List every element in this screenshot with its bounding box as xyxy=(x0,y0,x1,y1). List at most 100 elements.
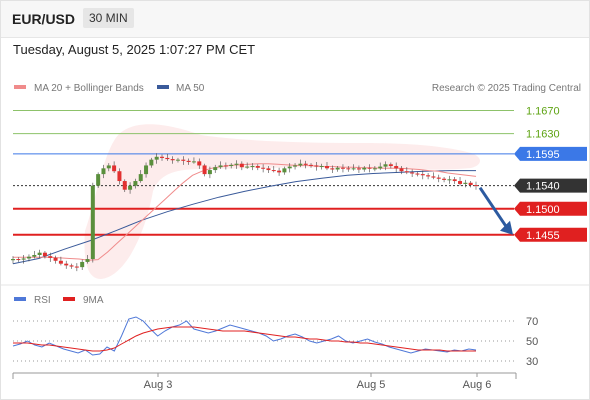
timeframe-badge[interactable]: 30 MIN xyxy=(83,8,134,28)
candle-body xyxy=(117,171,122,182)
candle-body xyxy=(410,172,415,174)
candle-body xyxy=(420,174,425,176)
candle-body xyxy=(138,174,143,182)
candle-body xyxy=(11,259,15,261)
candle-body xyxy=(399,168,404,172)
candle-body xyxy=(415,173,420,175)
candle-body xyxy=(32,255,37,257)
symbol-label: EUR/USD xyxy=(12,11,76,27)
candle-body xyxy=(426,175,431,177)
bollinger-band xyxy=(84,124,481,280)
candle-body xyxy=(149,159,154,166)
candle-body xyxy=(64,263,69,266)
candle-body xyxy=(261,167,266,169)
rsi-panel: 70 50 30 xyxy=(12,316,538,368)
ma50-line xyxy=(12,170,476,265)
candle-body xyxy=(229,164,234,167)
candle-body xyxy=(165,157,170,160)
time-tick-label: Aug 5 xyxy=(357,379,386,391)
candle-body xyxy=(53,257,58,261)
candle-body xyxy=(80,261,85,268)
candle-body xyxy=(367,167,372,169)
price-panel: 1.1670 1.1630 1.1595 1.1540 1.1500 1.1455 xyxy=(11,106,587,280)
candle-body xyxy=(250,166,255,168)
level-tag-1.1540 xyxy=(514,178,587,193)
candle-body xyxy=(202,165,207,175)
candle-body xyxy=(351,168,356,170)
projection-arrow-head xyxy=(500,220,513,235)
candle-body xyxy=(26,256,31,259)
rsi-tick-50: 50 xyxy=(526,336,538,348)
candle-body xyxy=(197,161,202,166)
candle-body xyxy=(85,259,90,262)
rsi-series-RSI xyxy=(12,316,477,356)
candle-body xyxy=(69,265,74,267)
candle-body xyxy=(133,181,138,186)
time-tick-label: Aug 6 xyxy=(463,379,492,391)
candle-body xyxy=(463,182,468,184)
candle-body xyxy=(356,168,361,170)
candle-body xyxy=(144,165,149,175)
research-credit: Research © 2025 Trading Central xyxy=(432,83,581,94)
candle-body xyxy=(58,260,63,264)
level-tag-1.1595 xyxy=(514,146,587,161)
rsi-legend-swatch xyxy=(14,297,26,301)
candle-body xyxy=(181,159,186,161)
candle-body xyxy=(245,166,250,168)
candle-body xyxy=(207,170,212,175)
candle-body xyxy=(468,182,473,186)
candle-body xyxy=(319,166,324,168)
candle-body xyxy=(298,163,303,166)
candle-body xyxy=(431,176,436,178)
candle-body xyxy=(191,161,196,163)
candle-body xyxy=(223,165,228,167)
candle-body xyxy=(324,166,329,169)
rsi-ma-legend-swatch xyxy=(63,297,75,301)
rsi-legend-label: RSI xyxy=(34,295,51,306)
candle-body xyxy=(96,174,101,186)
ma50-legend-label: MA 50 xyxy=(176,83,205,94)
ma50-legend-swatch xyxy=(157,85,169,89)
level-label-1.1455: 1.1455 xyxy=(526,230,560,242)
rsi-ma-legend-label: 9MA xyxy=(83,295,104,306)
time-axis: Aug 3 Aug 5 Aug 6 xyxy=(12,372,517,391)
candle-body xyxy=(330,168,335,170)
candle-body xyxy=(234,163,239,165)
candle-body xyxy=(404,171,409,173)
candle-body xyxy=(277,170,282,173)
candle-body xyxy=(122,181,127,190)
candle-body xyxy=(287,166,292,169)
candle-body xyxy=(293,165,298,167)
level-tag-1.1500 xyxy=(514,201,587,216)
level-label-1.1500: 1.1500 xyxy=(526,204,560,216)
candle-body xyxy=(474,185,478,187)
candle-body xyxy=(372,168,377,170)
projection-arrow-shaft xyxy=(478,186,509,229)
candle-body xyxy=(282,168,287,173)
candle-body xyxy=(128,185,133,190)
level-label-1.1595: 1.1595 xyxy=(526,149,560,161)
candle-body xyxy=(378,166,383,169)
candle-body xyxy=(303,163,308,165)
candle-body xyxy=(266,168,271,171)
candle-body xyxy=(170,159,175,161)
candle-body xyxy=(175,159,180,161)
candle-body xyxy=(16,259,21,261)
candle-body xyxy=(90,185,95,260)
chart-header: EUR/USD 30 MIN xyxy=(1,1,589,38)
candle-body xyxy=(442,178,447,180)
candle-body xyxy=(436,177,441,179)
level-label-1.1670: 1.1670 xyxy=(526,106,560,118)
candle-body xyxy=(42,252,47,257)
candle-body xyxy=(101,168,106,175)
candle-body xyxy=(362,167,367,170)
ma20-line xyxy=(13,163,477,261)
candle-body xyxy=(213,167,218,171)
candle-body xyxy=(388,164,393,167)
candle-body xyxy=(271,170,276,172)
candle-body xyxy=(48,256,53,258)
candle-body xyxy=(218,165,223,168)
candle-body xyxy=(239,163,244,168)
